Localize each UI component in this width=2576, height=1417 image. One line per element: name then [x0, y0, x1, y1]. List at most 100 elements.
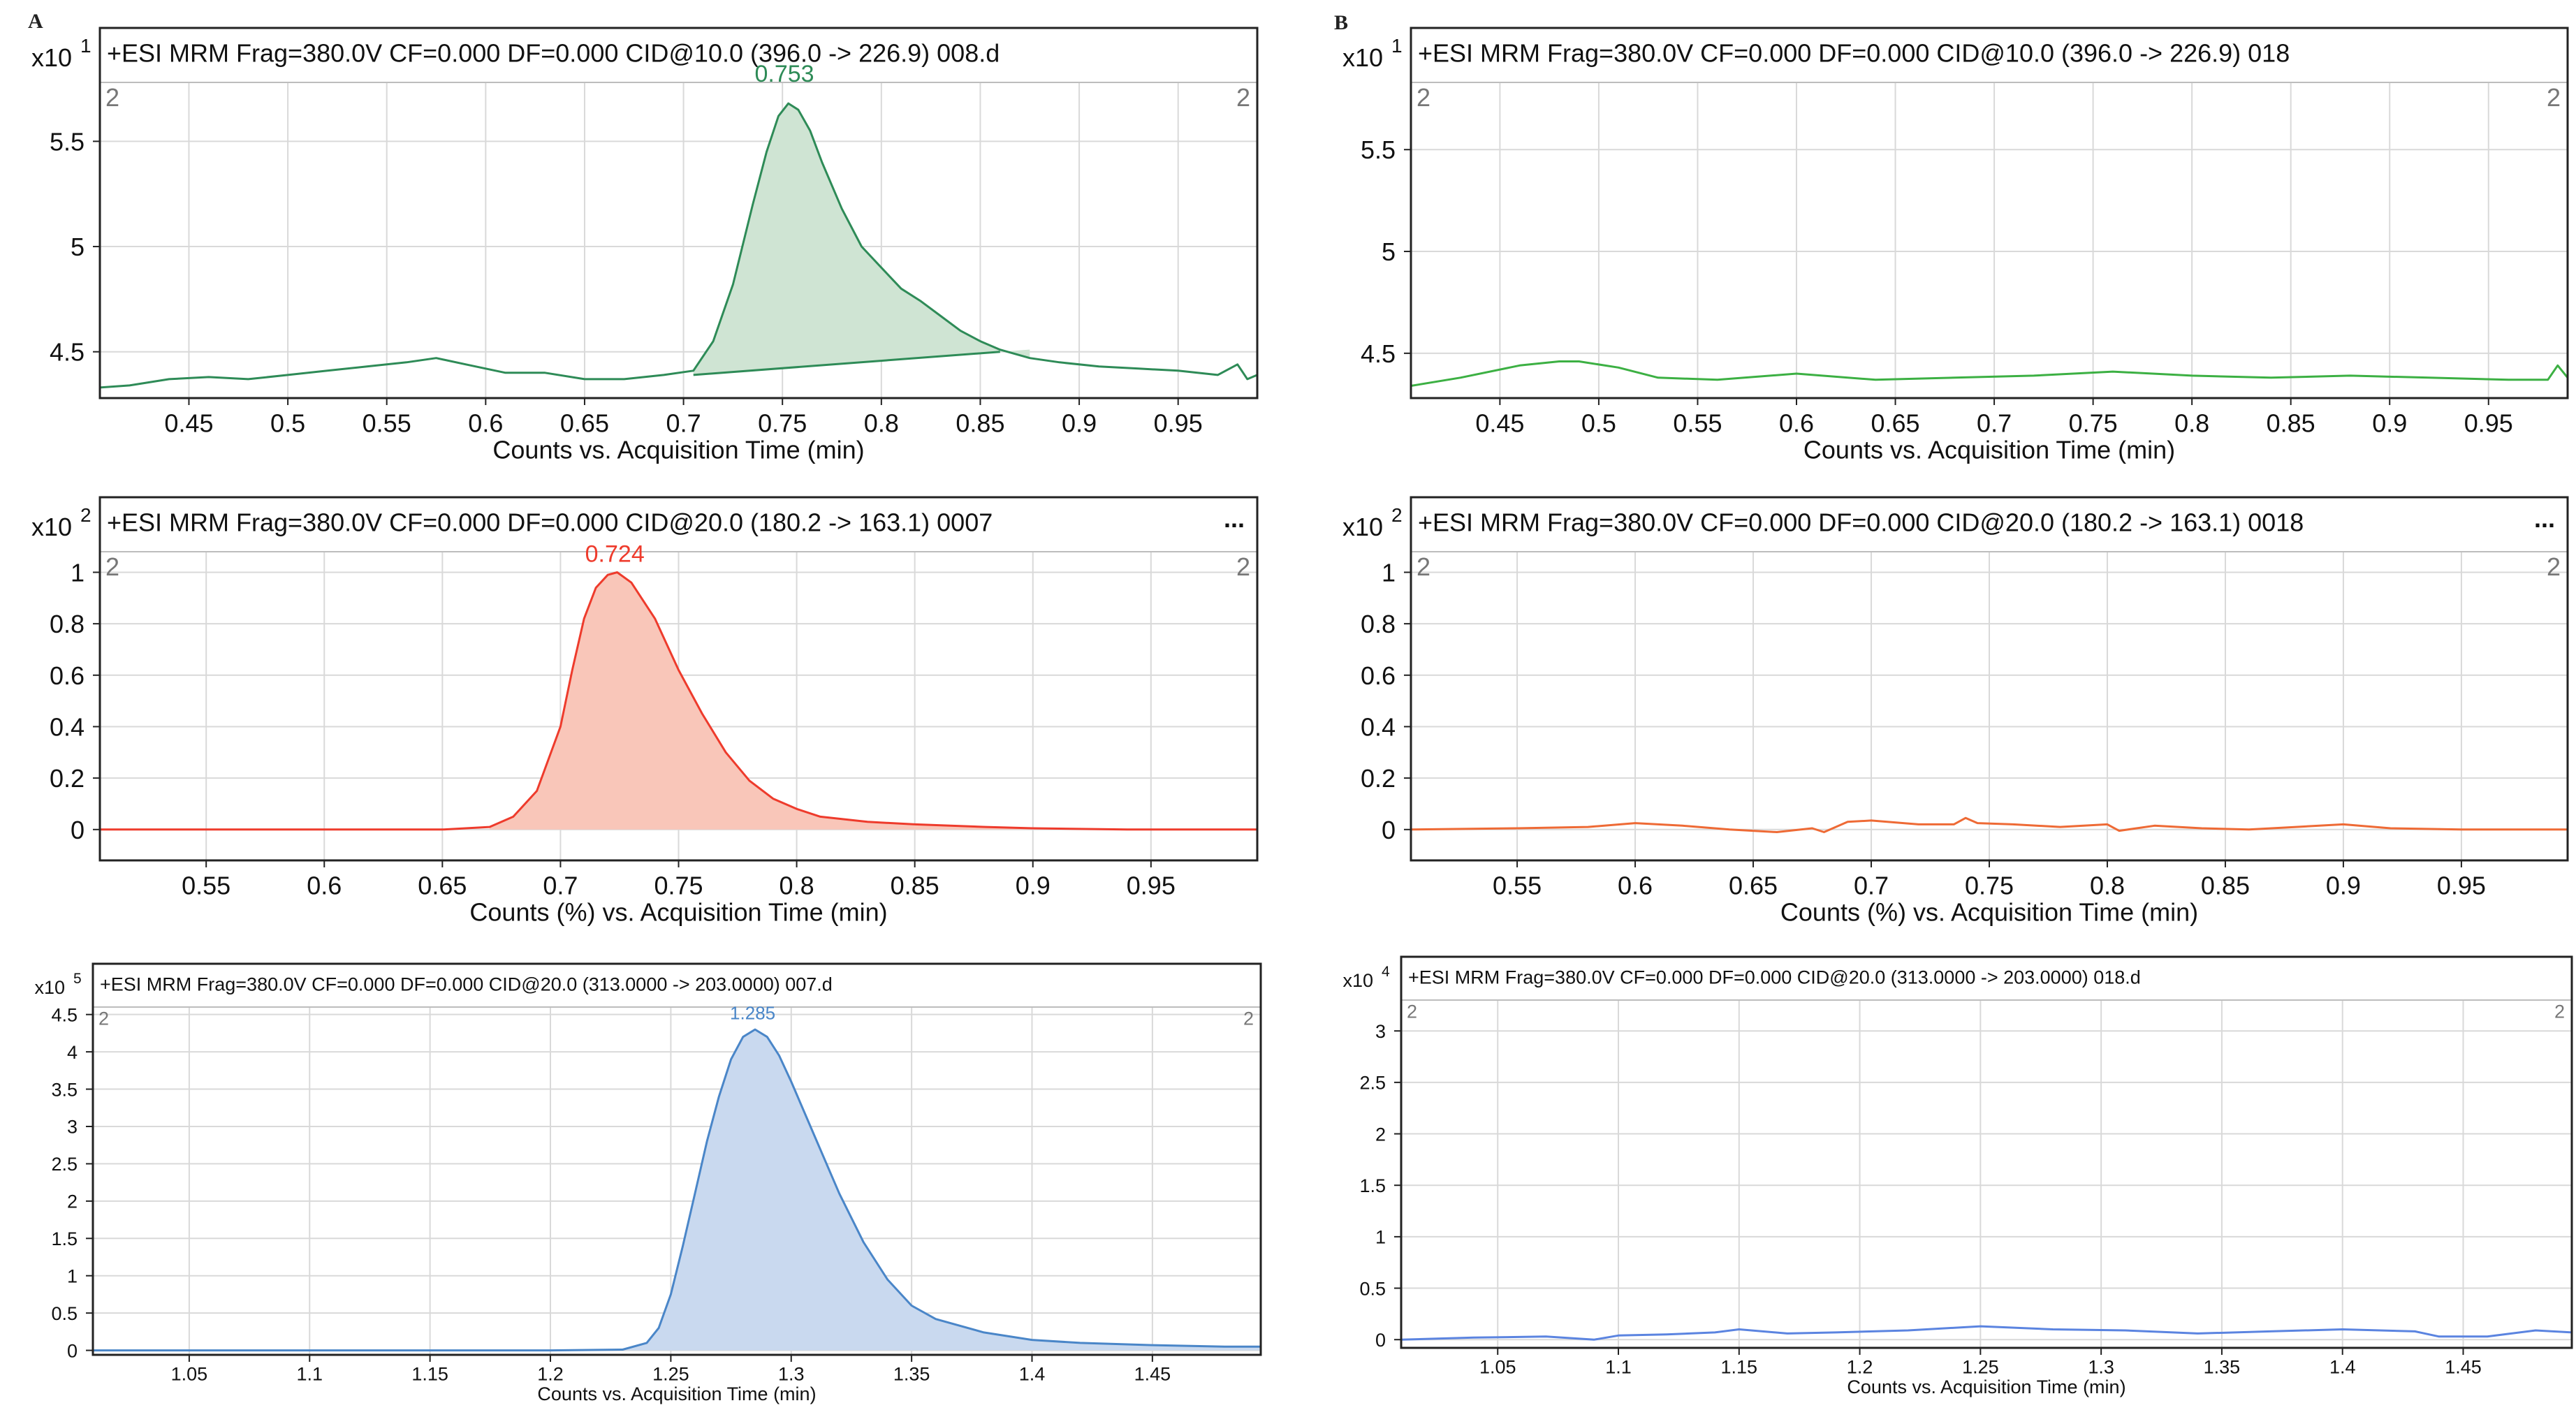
y-multiplier: x10 [31, 43, 72, 72]
x-tick-label: 0.8 [2090, 872, 2125, 900]
y-tick-label: 0.8 [1361, 610, 1396, 638]
x-tick-label: 0.55 [1493, 872, 1542, 900]
x-tick-label: 0.85 [2267, 409, 2315, 438]
x-tick-label: 0.55 [1673, 409, 1722, 438]
overflow-ellipsis: ... [2534, 504, 2555, 533]
x-tick-label: 1.35 [2204, 1356, 2241, 1377]
corner-label-right: 2 [2547, 552, 2561, 581]
y-tick-label: 2 [67, 1191, 78, 1212]
x-tick-label: 0.65 [418, 872, 467, 900]
x-axis-label: Counts vs. Acquisition Time (min) [1847, 1376, 2125, 1397]
x-tick-label: 1.4 [2329, 1356, 2356, 1377]
peak-label: 0.753 [754, 61, 814, 87]
x-tick-label: 0.6 [1779, 409, 1814, 438]
y-exponent: 5 [73, 971, 82, 987]
series-line [100, 571, 1257, 831]
x-tick-label: 1.25 [1962, 1356, 1999, 1377]
x-tick-label: 0.75 [1965, 872, 2014, 900]
x-tick-label: 1.1 [1605, 1356, 1632, 1377]
y-tick-label: 0.2 [50, 764, 85, 793]
y-tick-label: 4 [67, 1042, 78, 1063]
x-tick-label: 0.75 [758, 409, 807, 438]
y-tick-label: 0.4 [1361, 712, 1396, 741]
x-tick-label: 0.95 [2464, 409, 2513, 438]
x-tick-label: 0.75 [2069, 409, 2118, 438]
y-tick-label: 0.6 [50, 661, 85, 690]
y-tick-label: 0.6 [1361, 661, 1396, 690]
corner-label-left: 2 [1417, 83, 1430, 112]
x-axis-label: Counts (%) vs. Acquisition Time (min) [1780, 897, 2198, 926]
x-tick-label: 0.9 [2372, 409, 2407, 438]
y-tick-label: 2 [1375, 1124, 1386, 1145]
series-line [99, 102, 1258, 389]
chart-title: +ESI MRM Frag=380.0V CF=0.000 DF=0.000 C… [1418, 38, 2290, 67]
series-line [1400, 1325, 2573, 1341]
y-tick-label: 1 [1375, 1227, 1386, 1248]
chart-a1: +ESI MRM Frag=380.0V CF=0.000 DF=0.000 C… [31, 27, 1259, 464]
chart-title: +ESI MRM Frag=380.0V CF=0.000 DF=0.000 C… [107, 508, 993, 536]
x-tick-label: 1.2 [1847, 1356, 1873, 1377]
overflow-ellipsis: ... [1224, 504, 1245, 533]
x-tick-label: 0.7 [1854, 872, 1889, 900]
y-tick-label: 4.5 [51, 1004, 78, 1025]
y-multiplier: x10 [34, 977, 65, 998]
x-tick-label: 0.85 [956, 409, 1004, 438]
x-tick-label: 0.65 [1871, 409, 1919, 438]
peak-fill-area [622, 1029, 1261, 1351]
x-tick-label: 0.9 [1062, 409, 1097, 438]
chart-title: +ESI MRM Frag=380.0V CF=0.000 DF=0.000 C… [1408, 967, 2141, 988]
x-tick-label: 0.95 [1127, 872, 1176, 900]
y-tick-label: 1.5 [51, 1228, 78, 1249]
x-tick-label: 0.9 [2326, 872, 2361, 900]
x-tick-label: 0.75 [654, 872, 703, 900]
x-tick-label: 0.8 [780, 872, 814, 900]
y-tick-label: 5.5 [50, 127, 85, 156]
x-tick-label: 1.45 [1134, 1363, 1171, 1384]
chart-b2: +ESI MRM Frag=380.0V CF=0.000 DF=0.000 C… [1342, 496, 2569, 926]
x-tick-label: 0.5 [270, 409, 305, 438]
x-tick-label: 0.7 [1977, 409, 2012, 438]
y-tick-label: 5.5 [1361, 135, 1396, 164]
y-tick-label: 0.5 [51, 1303, 78, 1324]
x-tick-label: 0.55 [363, 409, 411, 438]
plot-frame [92, 962, 1262, 1356]
x-tick-label: 0.65 [560, 409, 609, 438]
panel-label-b: B [1334, 11, 1348, 34]
y-tick-label: 5 [71, 233, 85, 261]
x-tick-label: 0.9 [1016, 872, 1051, 900]
x-tick-label: 1.45 [2445, 1356, 2482, 1377]
y-tick-label: 3.5 [51, 1079, 78, 1100]
x-axis-label: Counts vs. Acquisition Time (min) [1803, 435, 2175, 464]
y-tick-label: 3 [67, 1117, 78, 1138]
x-tick-label: 1.2 [537, 1363, 564, 1384]
y-tick-label: 4.5 [50, 338, 85, 367]
x-tick-label: 0.85 [891, 872, 939, 900]
x-tick-label: 0.6 [307, 872, 342, 900]
y-multiplier: x10 [1342, 970, 1373, 991]
peak-fill-area [490, 572, 1127, 830]
y-tick-label: 0 [67, 1340, 78, 1361]
x-axis-label: Counts vs. Acquisition Time (min) [537, 1383, 816, 1404]
y-tick-label: 0.5 [1359, 1278, 1386, 1299]
x-tick-label: 0.8 [864, 409, 899, 438]
x-tick-label: 1.05 [171, 1363, 208, 1384]
x-tick-label: 1.05 [1479, 1356, 1516, 1377]
y-exponent: 1 [80, 35, 92, 57]
x-tick-label: 1.35 [893, 1363, 930, 1384]
y-tick-label: 0 [1375, 1330, 1386, 1351]
x-tick-label: 1.15 [411, 1363, 448, 1384]
y-tick-label: 1.5 [1359, 1175, 1386, 1196]
x-tick-label: 0.5 [1581, 409, 1616, 438]
y-tick-label: 0.8 [50, 610, 85, 638]
corner-label-right: 2 [1236, 552, 1250, 581]
series-line [1410, 816, 2568, 833]
plot-frame [1410, 27, 2569, 399]
x-tick-label: 1.3 [2088, 1356, 2114, 1377]
x-tick-label: 0.65 [1729, 872, 1778, 900]
x-tick-label: 1.25 [652, 1363, 689, 1384]
x-axis-label: Counts (%) vs. Acquisition Time (min) [469, 897, 887, 926]
x-tick-label: 0.45 [1475, 409, 1524, 438]
y-tick-label: 1 [71, 558, 85, 587]
peak-label: 0.724 [585, 541, 645, 567]
